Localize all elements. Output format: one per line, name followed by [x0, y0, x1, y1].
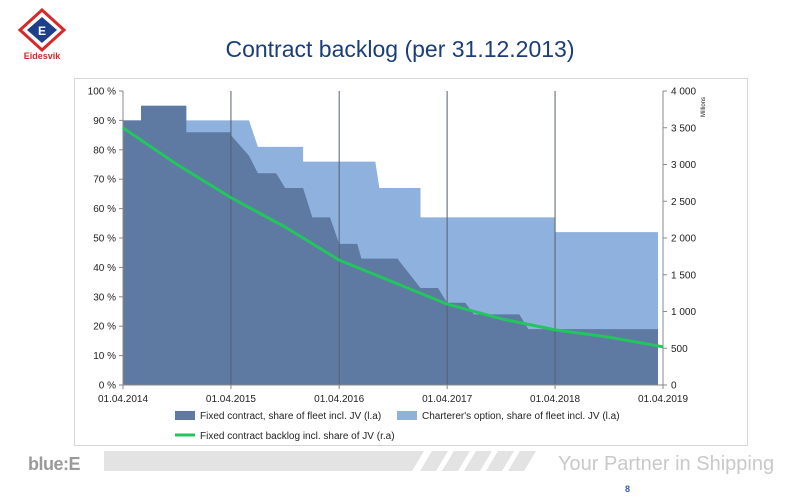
- logo-letter: E: [38, 24, 46, 38]
- legend-swatch-fixed-contract: [175, 411, 195, 420]
- x-tick-label: 01.04.2016: [314, 394, 364, 405]
- page-number: 8: [625, 484, 631, 494]
- footer-brand: blue:E: [28, 454, 81, 474]
- y-right-tick-label: 3 000: [671, 160, 696, 171]
- y-right-tick-label: 4 000: [671, 87, 696, 98]
- eidesvik-logo: E Eidesvik: [17, 8, 67, 61]
- backlog-chart: 01.04.2014 01.04.2015 01.04.2016 01.04.2017…: [88, 87, 707, 443]
- y-left-tick-label: 30 %: [93, 292, 116, 303]
- footer-stripe-main: [104, 451, 424, 471]
- y-left-tick-label: 70 %: [93, 175, 116, 186]
- legend-label-charterers-option: Charterer's option, share of fleet incl.…: [422, 411, 620, 422]
- footer-stripe-2: [442, 451, 470, 471]
- y-right-tick-label: 0: [671, 381, 677, 392]
- y-left-tick-label: 0 %: [99, 381, 116, 392]
- y-left-tick-label: 40 %: [93, 263, 116, 274]
- y-left-tick-label: 60 %: [93, 204, 116, 215]
- y-right-tick-label: 2 500: [671, 197, 696, 208]
- y-right-tick-label: 3 500: [671, 123, 696, 134]
- y-right-unit-label: Millions: [701, 97, 707, 117]
- y-right-tick-label: 2 000: [671, 234, 696, 245]
- footer-stripe-1: [420, 451, 448, 471]
- footer-stripe-bar: [104, 451, 536, 471]
- x-tick-label: 01.04.2017: [422, 394, 472, 405]
- y-left-tick-label: 90 %: [93, 116, 116, 127]
- y-left-tick-label: 80 %: [93, 145, 116, 156]
- footer-stripe-5: [508, 451, 536, 471]
- legend-label-fixed-contract: Fixed contract, share of fleet incl. JV …: [200, 411, 381, 422]
- x-tick-label: 01.04.2019: [638, 394, 688, 405]
- y-right-tick-label: 1 000: [671, 307, 696, 318]
- y-left-tick-label: 50 %: [93, 234, 116, 245]
- footer-tagline: Your Partner in Shipping: [558, 453, 775, 475]
- x-tick-label: 01.04.2018: [530, 394, 580, 405]
- chart-container: 01.04.2014 01.04.2015 01.04.2016 01.04.2017…: [74, 78, 748, 446]
- legend-label-fixed-backlog: Fixed contract backlog incl. share of JV…: [200, 431, 395, 442]
- logo-diamond-inner: [27, 17, 57, 43]
- x-tick-label: 01.04.2014: [98, 394, 148, 405]
- y-right-tick-label: 500: [671, 344, 688, 355]
- y-left-tick-label: 10 %: [93, 351, 116, 362]
- slide-title: Contract backlog (per 31.12.2013): [225, 36, 575, 62]
- x-tick-label: 01.04.2015: [206, 394, 256, 405]
- series-fixed-contract-area: [123, 105, 658, 385]
- y-right-tick-label: 1 500: [671, 270, 696, 281]
- y-left-tick-label: 20 %: [93, 322, 116, 333]
- legend-swatch-charterers-option: [397, 411, 417, 420]
- footer-stripe-4: [486, 451, 514, 471]
- logo-wordmark: Eidesvik: [24, 51, 62, 61]
- y-left-tick-label: 100 %: [88, 87, 116, 98]
- footer-stripe-3: [464, 451, 492, 471]
